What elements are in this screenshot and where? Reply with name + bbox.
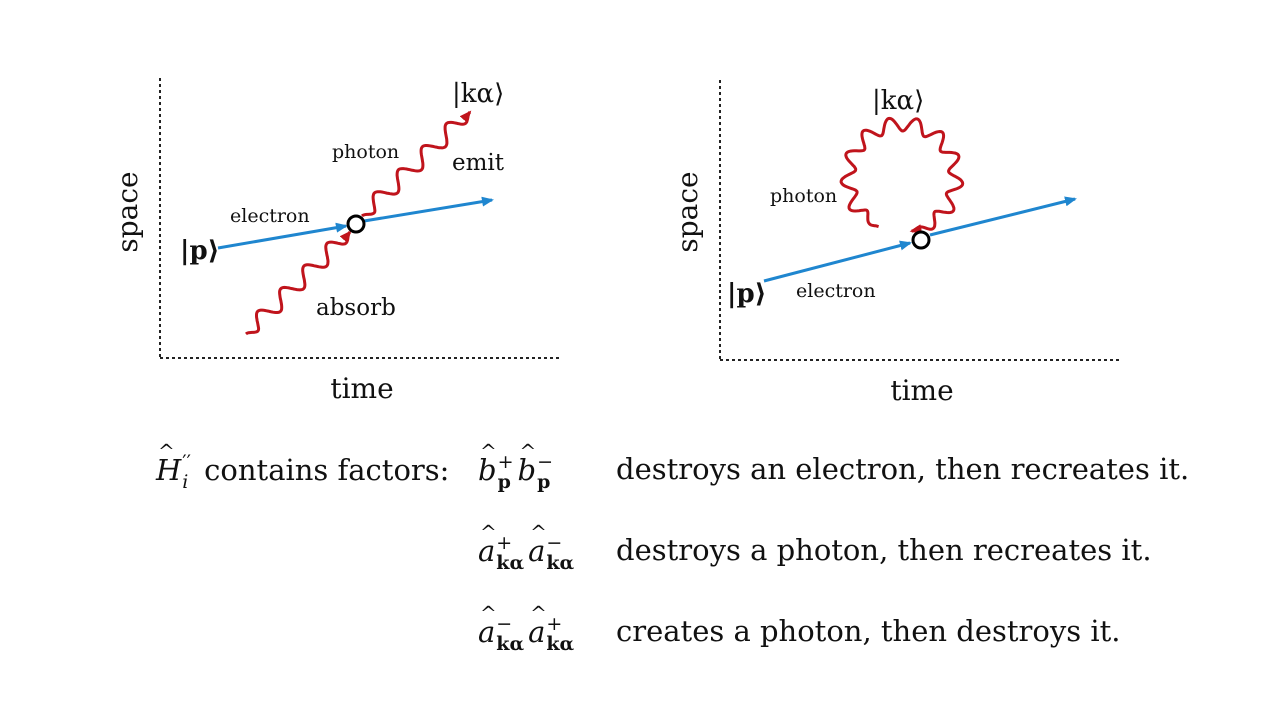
operator-row-3: a−kαa+kα [478,601,578,655]
op-1-second-sub: p [537,471,551,493]
op-1-first-sub: p [497,471,511,493]
op-2-first-sub: kα [496,552,525,574]
op-3-second-sup: + [546,613,563,635]
op-1-first-sup: + [497,451,514,473]
right-photon-loop [839,116,965,235]
left-vertex [346,214,366,234]
left-axis-y-label: space [111,171,144,252]
operator-row-1: b+pb−p [478,439,557,493]
left-electron-out [363,196,494,223]
right-axis-y-label: space [671,171,704,252]
hamiltonian-subscript: i [182,471,189,493]
left-photon-emitted [361,110,472,218]
right-label-photon: photon [770,185,837,207]
hamiltonian-intro: H′′i contains factors: [156,439,450,493]
right-label-electron: electron [796,280,876,302]
left-diagram: time space |p⟩ |kα⟩ electron photon emit… [111,78,560,405]
hamiltonian-intro-text: contains factors: [204,453,450,487]
op-2-first: a [478,520,497,568]
right-diagram: time space |p⟩ |kα⟩ electron photon [671,80,1120,407]
left-state-k-alpha: |kα⟩ [452,79,504,109]
right-state-p: |p⟩ [727,279,767,309]
op-2-second-sub: kα [546,552,575,574]
op-2-first-sup: + [496,532,513,554]
right-axis-x-label: time [890,374,953,407]
operator-row-2: a+kαa−kα [478,520,578,574]
feynman-diagrams: time space |p⟩ |kα⟩ electron photon emit… [111,78,1120,407]
left-label-electron: electron [230,205,310,227]
op-3-first: a [478,601,497,649]
operator-row-2-text: destroys a photon, then recreates it. [616,533,1152,567]
left-label-photon: photon [332,141,399,163]
left-electron-in [217,222,348,250]
right-vertex [911,230,931,250]
op-3-first-sub: kα [496,633,525,655]
right-state-k-alpha: |kα⟩ [872,86,924,116]
hamiltonian-superscript: ′′ [182,451,191,473]
left-label-absorb: absorb [316,295,396,321]
op-3-first-sup: − [496,613,513,635]
left-state-p: |p⟩ [180,236,220,266]
op-1-first: b [478,439,497,487]
op-1-second-sup: − [537,451,553,473]
left-label-emit: emit [452,150,505,176]
left-axis-x-label: time [330,372,393,405]
op-2-second: a [528,520,547,568]
operator-row-1-text: destroys an electron, then recreates it. [616,452,1190,486]
right-electron-in [763,240,912,283]
op-2-second-sup: − [546,532,563,554]
hamiltonian-symbol: H [156,439,181,487]
op-3-second-sub: kα [546,633,575,655]
op-1-second: b [518,439,537,487]
left-photon-absorbed [245,230,352,336]
operator-row-3-text: creates a photon, then destroys it. [616,614,1121,648]
right-electron-out [929,196,1077,237]
op-3-second: a [528,601,547,649]
